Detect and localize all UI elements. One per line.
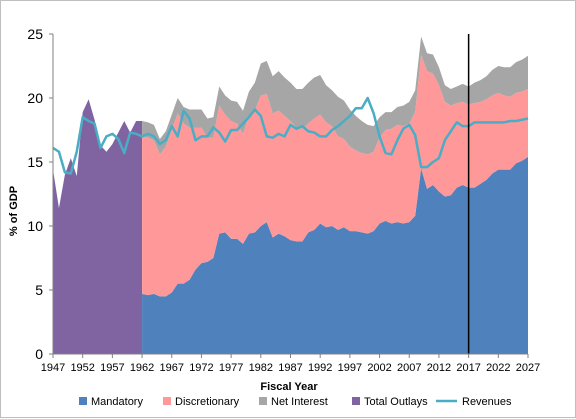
x-tick-label: 1962 xyxy=(130,362,154,374)
legend: Mandatory Discretionary Net Interest Total … xyxy=(79,396,512,408)
x-tick-label: 1972 xyxy=(189,362,213,374)
x-tick-label: 2022 xyxy=(486,362,510,374)
legend-label-net-interest: Net Interest xyxy=(271,396,328,408)
legend-label-discretionary: Discretionary xyxy=(175,396,240,408)
y-tick-label: 5 xyxy=(35,282,43,298)
x-tick-label: 1967 xyxy=(160,362,184,374)
x-tick-label: 1947 xyxy=(41,362,65,374)
x-tick-label: 1982 xyxy=(249,362,273,374)
total-outlays-area xyxy=(53,99,143,354)
y-tick-label: 25 xyxy=(27,26,43,42)
x-tick-label: 1992 xyxy=(308,362,332,374)
y-tick-label: 0 xyxy=(35,346,43,362)
x-tick-label: 2002 xyxy=(367,362,391,374)
net-interest-area xyxy=(142,36,528,155)
legend-swatch-net-interest xyxy=(259,397,267,405)
y-tick-label: 15 xyxy=(27,154,43,170)
revenues-line xyxy=(52,96,529,175)
x-tick-label: 2012 xyxy=(427,362,451,374)
axes: 0 5 10 15 20 25 1947 1952 1957 1962 1967 1972 1977 19… xyxy=(27,26,540,374)
x-tick-label: 2007 xyxy=(397,362,421,374)
x-tick-label: 1957 xyxy=(100,362,124,374)
legend-label-revenues: Revenues xyxy=(462,396,512,408)
legend-swatch-mandatory xyxy=(79,397,87,405)
x-tick-label: 1987 xyxy=(278,362,302,374)
y-tick-label: 10 xyxy=(27,218,43,234)
series-lines xyxy=(52,34,529,354)
x-tick-label: 2017 xyxy=(456,362,480,374)
legend-label-total-outlays: Total Outlays xyxy=(364,396,428,408)
legend-swatch-total-outlays xyxy=(352,397,360,405)
legend-swatch-discretionary xyxy=(163,397,171,405)
mandatory-area xyxy=(142,156,528,354)
y-tick-label: 20 xyxy=(27,90,43,106)
x-tick-label: 1952 xyxy=(70,362,94,374)
x-tick-label: 2027 xyxy=(516,362,540,374)
stacked-areas xyxy=(53,36,528,354)
x-tick-label: 1977 xyxy=(219,362,243,374)
y-axis-title: % of GDP xyxy=(8,186,20,236)
legend-label-mandatory: Mandatory xyxy=(91,396,143,408)
discretionary-area xyxy=(142,54,528,297)
x-axis-title: Fiscal Year xyxy=(260,381,318,393)
x-tick-label: 1997 xyxy=(338,362,362,374)
